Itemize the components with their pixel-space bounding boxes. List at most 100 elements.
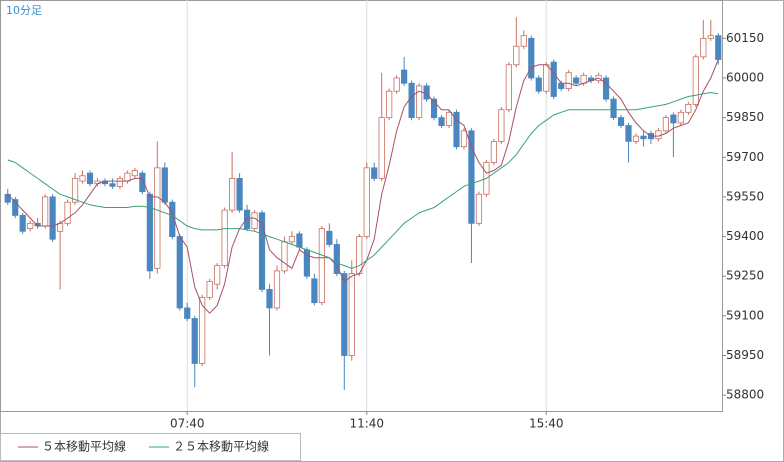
candle-body bbox=[363, 167, 370, 237]
candle-body bbox=[707, 35, 714, 39]
y-tick-label: 59850 bbox=[726, 110, 764, 124]
candle-body bbox=[625, 125, 632, 142]
candle-body bbox=[4, 193, 11, 203]
candle-body bbox=[565, 72, 572, 89]
candle-body bbox=[42, 196, 49, 227]
candle-body bbox=[184, 307, 191, 319]
candle-body bbox=[191, 318, 198, 364]
candle-body bbox=[86, 172, 94, 185]
ma-line bbox=[7, 91, 719, 269]
candle-body bbox=[139, 172, 146, 193]
candle-body bbox=[430, 98, 438, 119]
candle-body bbox=[602, 77, 610, 100]
candle-body bbox=[573, 77, 580, 84]
chart-title: 10分足 bbox=[6, 4, 42, 17]
candle-body bbox=[49, 196, 56, 240]
candle-body bbox=[528, 37, 535, 79]
candle-body bbox=[715, 35, 722, 60]
y-tick-label: 58800 bbox=[726, 388, 764, 402]
candle-body bbox=[655, 130, 662, 140]
candle-body bbox=[401, 69, 408, 84]
candle-body bbox=[333, 244, 340, 274]
candle-body bbox=[311, 278, 318, 304]
legend-label: ５本移動平均線 bbox=[42, 439, 126, 454]
candle-body bbox=[19, 215, 26, 232]
candle-body bbox=[251, 212, 258, 230]
candle-body bbox=[281, 241, 288, 272]
y-tick-label: 59700 bbox=[726, 150, 764, 164]
candle-body bbox=[12, 199, 19, 216]
candle-body bbox=[221, 209, 228, 267]
candle-body bbox=[79, 175, 86, 182]
candle-body bbox=[214, 265, 221, 285]
y-tick-label: 59250 bbox=[726, 269, 764, 283]
candle-body bbox=[505, 64, 512, 111]
candle-body bbox=[423, 85, 430, 100]
candle-body bbox=[57, 222, 64, 232]
candle-body bbox=[348, 273, 355, 356]
candle-body bbox=[176, 236, 183, 309]
plot-area bbox=[0, 0, 723, 412]
candle-body bbox=[617, 117, 625, 126]
candle-body bbox=[677, 111, 684, 124]
candle-body bbox=[109, 183, 116, 187]
candle-body bbox=[670, 114, 677, 124]
candle-body bbox=[632, 135, 640, 142]
candle-body bbox=[662, 117, 669, 132]
candle-body bbox=[535, 77, 542, 92]
x-tick-label: 07:40 bbox=[170, 417, 205, 431]
y-tick-label: 59100 bbox=[726, 308, 764, 322]
candle-body bbox=[416, 85, 423, 119]
legend-label: ２５本移動平均線 bbox=[173, 439, 269, 454]
candle-body bbox=[692, 56, 699, 105]
candle-body bbox=[520, 35, 527, 47]
candle-body bbox=[169, 201, 176, 237]
candle-body bbox=[543, 64, 550, 92]
candle-body bbox=[296, 233, 303, 248]
x-tick-label: 15:40 bbox=[529, 417, 564, 431]
candle-body bbox=[513, 45, 520, 66]
candle-body bbox=[445, 111, 453, 126]
candle-body bbox=[258, 212, 266, 290]
candle-body bbox=[236, 178, 243, 211]
candle-body bbox=[131, 170, 138, 177]
candle-body bbox=[640, 135, 647, 140]
y-tick-label: 59400 bbox=[726, 229, 764, 243]
candle-body bbox=[393, 77, 400, 92]
candle-body bbox=[460, 130, 468, 148]
y-tick-label: 58950 bbox=[726, 348, 764, 362]
candle-body bbox=[453, 111, 460, 148]
candle-body bbox=[326, 230, 333, 245]
candle-body bbox=[116, 178, 124, 187]
candle-body bbox=[580, 74, 587, 84]
candle-body bbox=[378, 117, 385, 179]
candle-body bbox=[490, 141, 497, 163]
candle-body bbox=[318, 228, 325, 304]
candle-body bbox=[408, 82, 415, 119]
candle-body bbox=[700, 37, 707, 58]
candle-body bbox=[266, 289, 273, 309]
candle-body bbox=[468, 130, 475, 224]
candle-body bbox=[229, 178, 236, 211]
candle-body bbox=[199, 296, 206, 364]
candle-body bbox=[124, 172, 131, 182]
candle-body bbox=[438, 117, 445, 126]
candle-body bbox=[273, 270, 281, 309]
candle-body bbox=[288, 236, 296, 243]
candle-body bbox=[371, 167, 378, 179]
candle-body bbox=[498, 109, 505, 142]
candle-body bbox=[154, 167, 161, 269]
candle-body bbox=[64, 201, 71, 224]
candle-body bbox=[386, 90, 393, 119]
candle-body bbox=[550, 61, 557, 97]
candle-body bbox=[146, 193, 153, 272]
candle-body bbox=[475, 193, 483, 224]
y-tick-label: 60150 bbox=[726, 31, 764, 45]
y-tick-label: 59550 bbox=[726, 189, 764, 203]
candle-body bbox=[558, 82, 565, 89]
candle-body bbox=[161, 167, 168, 203]
x-tick-label: 11:40 bbox=[349, 417, 384, 431]
candle-body bbox=[243, 209, 251, 230]
candle-body bbox=[71, 178, 79, 203]
